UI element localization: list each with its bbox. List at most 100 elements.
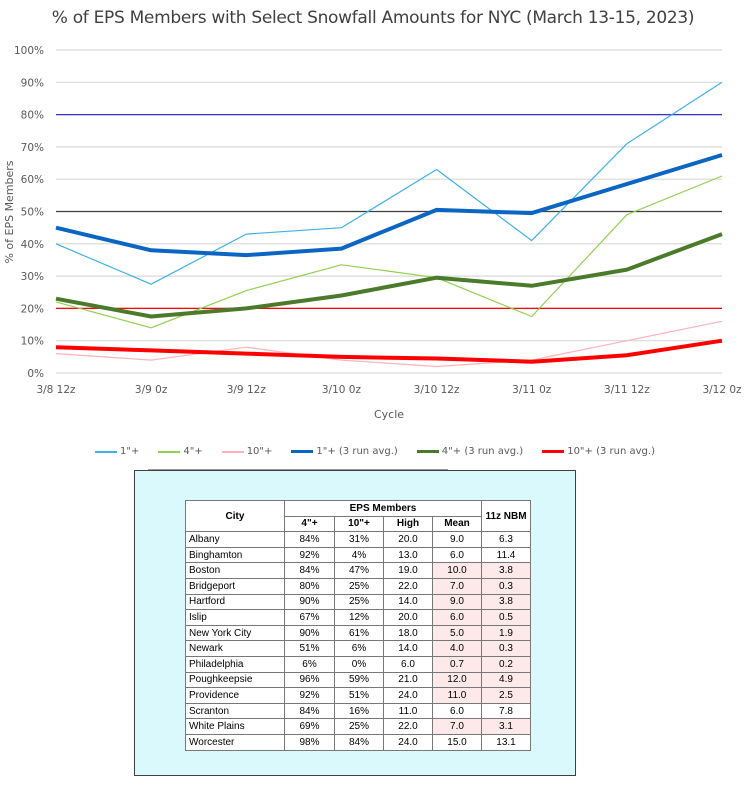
header-mean: Mean (432, 515, 482, 533)
legend-swatch (158, 450, 181, 453)
series-lines (55, 81, 723, 368)
y-tick-label: 0% (27, 368, 44, 380)
x-tick-label: 3/10 12z (414, 384, 460, 396)
cell-nbm: 13.1 (481, 733, 531, 751)
cell-nbm: 0.3 (481, 640, 531, 657)
table-row: Newark 51% 6% 14.0 4.0 0.3 (185, 640, 531, 657)
x-tick-label: 3/11 0z (512, 384, 552, 396)
cell-nbm: 0.3 (481, 577, 531, 595)
cell-mean: 11.0 (432, 687, 482, 704)
y-tick-label: 90% (21, 77, 44, 89)
table-row: Bridgeport 80% 25% 22.0 7.0 0.3 (185, 577, 531, 595)
table-row: Albany 84% 31% 20.0 9.0 6.3 (185, 531, 531, 548)
table-row: Poughkeepsie 96% 59% 21.0 12.0 4.9 (185, 671, 531, 689)
table-row: Boston 84% 47% 19.0 10.0 3.8 (185, 562, 531, 579)
cell-city: Philadelphia (185, 655, 285, 673)
y-tick-label: 70% (21, 142, 44, 154)
cell-10in: 16% (334, 702, 384, 720)
table-row: Providence 92% 51% 24.0 11.0 2.5 (185, 687, 531, 704)
table-header-row: City EPS Members 11z NBM (185, 499, 531, 533)
legend-item: 10"+ (221, 446, 272, 457)
cell-10in: 51% (334, 687, 384, 704)
cell-city: Scranton (185, 702, 285, 720)
table-row: Binghamton 92% 4% 13.0 6.0 11.4 (185, 546, 531, 564)
cell-10in: 0% (334, 655, 384, 673)
cell-4in: 67% (284, 609, 335, 626)
cell-high: 20.0 (383, 609, 433, 626)
cell-city: Poughkeepsie (185, 671, 285, 689)
x-tick-label: 3/8 12z (36, 384, 76, 396)
cell-10in: 25% (334, 577, 384, 595)
cell-10in: 47% (334, 562, 384, 579)
y-tick-labels: 0% 10% 20% 30% 40% 50% 60% 70% 80% 90% 100% (14, 45, 44, 380)
cell-nbm: 3.8 (481, 593, 531, 611)
header-city: City (185, 499, 285, 533)
cell-high: 22.0 (383, 718, 433, 735)
cell-4in: 80% (284, 577, 335, 595)
cell-4in: 98% (284, 733, 335, 751)
cell-10in: 4% (334, 546, 384, 564)
cell-nbm: 7.8 (481, 702, 531, 720)
x-tick-label: 3/9 12z (227, 384, 267, 396)
legend-swatch (416, 450, 439, 453)
cell-nbm: 11.4 (481, 546, 531, 564)
legend-label: 4"+ (183, 446, 203, 457)
header-10in: 10"+ (334, 515, 384, 533)
chart-title: % of EPS Members with Select Snowfall Am… (51, 8, 695, 28)
legend-label: 4"+ (3 run avg.) (441, 446, 524, 457)
cell-10in: 25% (334, 593, 384, 611)
cell-4in: 92% (284, 546, 335, 564)
table-row: Worcester 98% 84% 24.0 15.0 13.1 (185, 733, 531, 751)
cell-mean: 6.0 (432, 609, 482, 626)
table-row: New York City 90% 61% 18.0 5.0 1.9 (185, 624, 531, 642)
cell-4in: 84% (284, 531, 335, 548)
cell-city: New York City (185, 624, 285, 642)
legend-label: 10"+ (3 run avg.) (567, 446, 655, 457)
cell-high: 14.0 (383, 640, 433, 657)
cell-city: Newark (185, 640, 285, 657)
table-row: Philadelphia 6% 0% 6.0 0.7 0.2 (185, 655, 531, 673)
cell-high: 21.0 (383, 671, 433, 689)
legend-item: 4"+ (3 run avg.) (416, 446, 524, 457)
header-eps-members: EPS Members (284, 500, 482, 517)
cell-4in: 84% (284, 702, 335, 720)
header-4in: 4"+ (284, 515, 335, 533)
x-tick-label: 3/12 0z (702, 384, 742, 396)
cell-mean: 15.0 (432, 733, 482, 751)
cell-high: 14.0 (383, 593, 433, 611)
cell-mean: 12.0 (432, 671, 482, 689)
cell-nbm: 6.3 (481, 531, 531, 548)
legend-swatch (291, 450, 314, 453)
cell-nbm: 4.9 (481, 671, 531, 689)
cell-high: 24.0 (383, 687, 433, 704)
cell-city: Bridgeport (185, 577, 285, 595)
cell-city: Islip (185, 609, 285, 626)
cell-city: Hartford (185, 593, 285, 611)
cell-city: Providence (185, 687, 285, 704)
cell-10in: 31% (334, 531, 384, 548)
line-chart: 0% 10% 20% 30% 40% 50% 60% 70% 80% 90% 100% 3/8 12… (3, 45, 742, 421)
table-row: Islip 67% 12% 20.0 6.0 0.5 (185, 609, 531, 626)
cell-city: Boston (185, 562, 285, 579)
table-row: Scranton 84% 16% 11.0 6.0 7.8 (185, 702, 531, 720)
y-tick-label: 10% (21, 336, 44, 348)
cell-high: 20.0 (383, 531, 433, 548)
cell-4in: 90% (284, 624, 335, 642)
cell-mean: 7.0 (432, 577, 482, 595)
cell-high: 18.0 (383, 624, 433, 642)
cell-10in: 12% (334, 609, 384, 626)
series-line-1 (55, 175, 723, 329)
cell-city: White Plains (185, 718, 285, 735)
cell-nbm: 3.1 (481, 718, 531, 735)
cell-nbm: 1.9 (481, 624, 531, 642)
series-line-4 (55, 232, 723, 319)
cell-4in: 6% (284, 655, 335, 673)
cell-high: 19.0 (383, 562, 433, 579)
cell-nbm: 0.2 (481, 655, 531, 673)
cell-city: Worcester (185, 733, 285, 751)
cell-4in: 92% (284, 687, 335, 704)
legend-swatch (95, 450, 117, 453)
legend-swatch (221, 450, 244, 453)
y-tick-label: 60% (21, 174, 44, 186)
y-tick-label: 100% (14, 45, 44, 57)
